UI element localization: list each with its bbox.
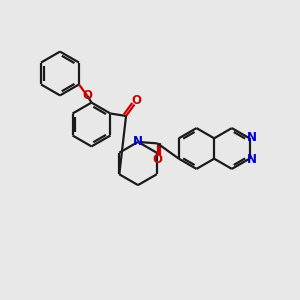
- Text: O: O: [152, 153, 162, 167]
- Text: O: O: [131, 94, 141, 107]
- Text: N: N: [247, 131, 256, 144]
- Text: N: N: [247, 153, 256, 166]
- Text: N: N: [133, 135, 143, 148]
- Text: O: O: [82, 89, 92, 102]
